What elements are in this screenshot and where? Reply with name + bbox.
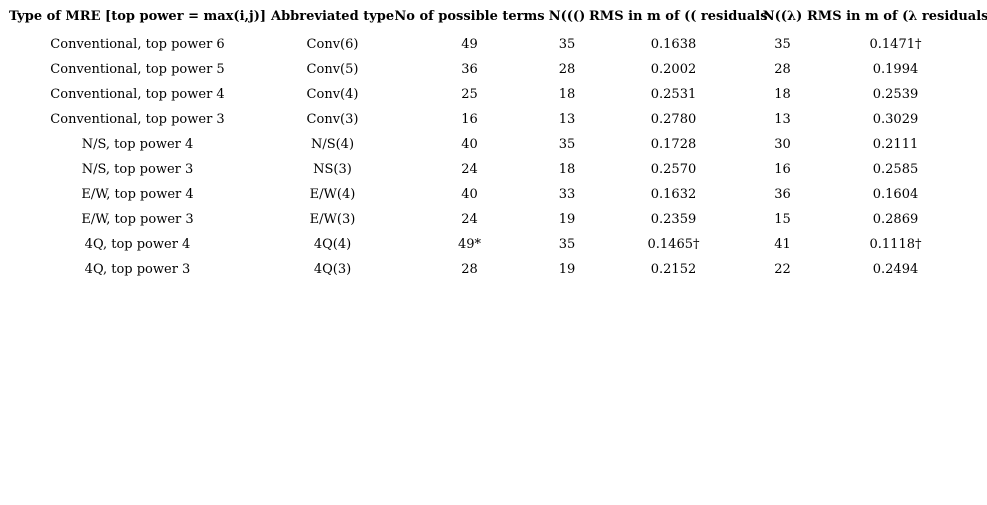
table-cell: 16 xyxy=(461,112,478,127)
table-cell: 35 xyxy=(558,37,576,52)
table-cell: 0.2359 xyxy=(650,212,697,227)
table-cell: 0.1118† xyxy=(869,237,922,252)
table-cell: 28 xyxy=(774,62,791,77)
table-cell: 18 xyxy=(774,87,791,102)
table-cell: 19 xyxy=(558,262,576,277)
table-cell: Conventional, top power 5 xyxy=(50,62,225,77)
table-cell: 40 xyxy=(461,187,478,202)
mre-results-table: Type of MRE [top power = max(i,j)] Abbre… xyxy=(4,1,987,282)
table-cell: 0.2531 xyxy=(650,87,697,102)
column-header-type-of-mre: Type of MRE [top power = max(i,j)] xyxy=(8,9,267,24)
table-cell: N/S(4) xyxy=(310,137,355,152)
table-cell: 36 xyxy=(461,62,478,77)
table-cell: 49* xyxy=(457,237,482,252)
table-cell: Conv(6) xyxy=(306,37,359,52)
table-cell: N/S, top power 4 xyxy=(81,137,194,152)
table-row: Conventional, top power 4 Conv(4) 25 18 0.25… xyxy=(4,82,984,107)
table-cell: 0.1728 xyxy=(650,137,697,152)
table-cell: 35 xyxy=(774,37,791,52)
table-row: Conventional, top power 3 Conv(3) 16 13 0.27… xyxy=(4,107,984,132)
table-cell: 30 xyxy=(774,137,791,152)
table-cell: 25 xyxy=(461,87,478,102)
table-cell: 0.1632 xyxy=(650,187,697,202)
table-row: E/W, top power 4 E/W(4) 40 33 0.1632 36 0.1604 xyxy=(4,182,984,207)
table-row: 4Q, top power 3 4Q(3) 28 19 0.2152 22 0.2494 xyxy=(4,257,984,282)
table-row: Conventional, top power 6 Conv(6) 49 35 0.16… xyxy=(4,32,984,57)
table-cell: Conv(3) xyxy=(306,112,359,127)
table-row: Conventional, top power 5 Conv(5) 36 28 0.20… xyxy=(4,57,984,82)
table-row: 4Q, top power 4 4Q(4) 49* 35 0.1465† 41 0.1118… xyxy=(4,232,984,257)
table-cell: E/W, top power 3 xyxy=(81,212,194,227)
column-header-possible-terms: No of possible terms xyxy=(394,9,545,24)
table-cell: 0.2570 xyxy=(650,162,697,177)
table-cell: 0.1994 xyxy=(872,62,919,77)
table-cell: E/W(4) xyxy=(309,187,356,202)
table-cell: 40 xyxy=(461,137,478,152)
table-cell: Conventional, top power 4 xyxy=(50,87,225,102)
table-cell: 22 xyxy=(774,262,791,277)
table-cell: 35 xyxy=(558,137,576,152)
table-cell: 33 xyxy=(558,187,576,202)
table-header-row: Type of MRE [top power = max(i,j)] Abbre… xyxy=(4,1,987,32)
table-cell: N/S, top power 3 xyxy=(81,162,194,177)
table-cell: 0.2869 xyxy=(872,212,919,227)
table-cell: E/W, top power 4 xyxy=(81,187,194,202)
table-cell: 13 xyxy=(774,112,791,127)
table-row: N/S, top power 4 N/S(4) 40 35 0.1728 30 0.2111 xyxy=(4,132,984,157)
table-cell: 36 xyxy=(774,187,791,202)
table-cell: 28 xyxy=(461,262,478,277)
table-body: Conventional, top power 6 Conv(6) 49 35 0.16… xyxy=(4,32,984,282)
table-cell: 49 xyxy=(461,37,478,52)
table-cell: 24 xyxy=(461,162,478,177)
table-cell: 41 xyxy=(774,237,791,252)
table-cell: 4Q(4) xyxy=(313,237,352,252)
table-cell: 4Q, top power 4 xyxy=(84,237,191,252)
column-header-abbreviated-type: Abbreviated type xyxy=(271,9,395,24)
table-cell: Conv(5) xyxy=(306,62,359,77)
column-header-n-lambda: N((λ) xyxy=(762,9,803,24)
column-header-rms-lambda-residuals: RMS in m of (λ residuals xyxy=(807,9,987,24)
table-cell: NS(3) xyxy=(313,162,352,177)
column-header-n-phi: N((() xyxy=(548,9,586,24)
table-row: N/S, top power 3 NS(3) 24 18 0.2570 16 0.2585 xyxy=(4,157,984,182)
table-cell: 0.1471† xyxy=(869,37,922,52)
table-cell: E/W(3) xyxy=(309,212,356,227)
table-cell: 0.1465† xyxy=(647,237,700,252)
table-cell: 0.2002 xyxy=(650,62,697,77)
table-cell: 0.2494 xyxy=(872,262,919,277)
table-cell: 0.2152 xyxy=(650,262,697,277)
table-cell: 13 xyxy=(558,112,576,127)
table-cell: 15 xyxy=(774,212,791,227)
table-cell: 18 xyxy=(558,162,576,177)
table-cell: Conventional, top power 6 xyxy=(50,37,225,52)
table-cell: 0.2585 xyxy=(872,162,919,177)
table-cell: 0.2111 xyxy=(872,137,919,152)
table-cell: 0.2780 xyxy=(650,112,697,127)
table-row: E/W, top power 3 E/W(3) 24 19 0.2359 15 0.2869 xyxy=(4,207,984,232)
table-cell: 0.3029 xyxy=(872,112,919,127)
table-cell: 0.1604 xyxy=(872,187,919,202)
table-cell: 0.1638 xyxy=(650,37,697,52)
table-cell: 16 xyxy=(774,162,791,177)
table-cell: 35 xyxy=(558,237,576,252)
table-cell: 28 xyxy=(558,62,576,77)
table-cell: 18 xyxy=(558,87,576,102)
column-header-rms-phi-residuals: RMS in m of (( residuals xyxy=(589,9,768,24)
table-cell: 4Q, top power 3 xyxy=(84,262,191,277)
table-cell: Conventional, top power 3 xyxy=(50,112,225,127)
table-cell: Conv(4) xyxy=(306,87,359,102)
table-cell: 19 xyxy=(558,212,576,227)
table-cell: 4Q(3) xyxy=(313,262,352,277)
table-cell: 0.2539 xyxy=(872,87,919,102)
table-cell: 24 xyxy=(461,212,478,227)
